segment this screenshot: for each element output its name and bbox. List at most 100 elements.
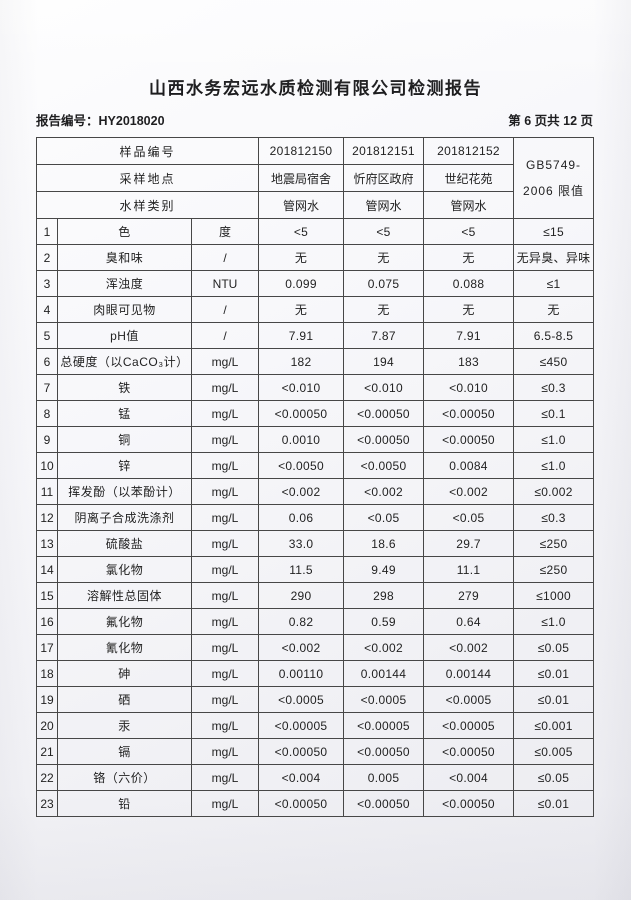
sample1-value: 0.099 (258, 270, 345, 297)
parameter-name: 挥发酚（以苯酚计） (57, 478, 192, 505)
sample3-value: <0.002 (423, 634, 515, 661)
limit-standard-line2: 2006 限值 (523, 184, 585, 198)
parameter-unit: mg/L (190, 348, 260, 375)
parameter-name: 镉 (57, 738, 192, 765)
sample1-value: <0.0050 (258, 452, 345, 479)
sample2-value: <0.00005 (343, 712, 425, 739)
row-index: 14 (36, 556, 58, 583)
table-row: 10 锌 mg/L <0.0050 <0.0050 0.0084 ≤1.0 (36, 452, 595, 479)
sample1-value: 182 (258, 348, 345, 375)
limit-value: ≤0.001 (513, 712, 595, 739)
limit-value: ≤0.01 (513, 660, 595, 687)
sample3-value: <0.00050 (423, 790, 515, 817)
parameter-unit: mg/L (190, 504, 260, 531)
row-index: 9 (36, 426, 58, 453)
location-label: 采样地点 (35, 164, 260, 192)
sample1-value: <0.00050 (258, 400, 345, 427)
sample2-value: <0.05 (343, 504, 425, 531)
limit-value: ≤0.3 (513, 504, 595, 531)
row-index: 17 (36, 634, 58, 661)
row-index: 10 (36, 452, 58, 479)
parameter-name: 溶解性总固体 (57, 582, 192, 609)
sample3-value: 无 (423, 244, 515, 271)
sample3-value: <0.00050 (423, 426, 515, 453)
parameter-name: 铁 (57, 374, 192, 401)
parameter-unit: mg/L (190, 738, 260, 765)
parameter-name: 铅 (57, 790, 192, 817)
sample1-value: <0.00005 (258, 712, 345, 739)
parameter-name: 硒 (57, 686, 192, 713)
parameter-name: 锰 (57, 400, 192, 427)
limit-value: ≤0.05 (513, 764, 595, 791)
table-row: 5 pH值 / 7.91 7.87 7.91 6.5-8.5 (36, 322, 595, 349)
sample-id-3: 201812152 (423, 137, 515, 165)
sample3-value: <5 (423, 218, 515, 245)
parameter-unit: 度 (190, 218, 260, 245)
row-index: 13 (36, 530, 58, 557)
sample2-value: 0.005 (343, 764, 425, 791)
parameter-unit: mg/L (190, 608, 260, 635)
parameter-unit: mg/L (190, 582, 260, 609)
sample1-value: <0.00050 (258, 790, 345, 817)
table-row: 21 镉 mg/L <0.00050 <0.00050 <0.00050 ≤0.… (36, 738, 595, 765)
parameter-unit: / (190, 244, 260, 271)
sample1-value: <0.002 (258, 478, 345, 505)
sample2-value: 0.075 (343, 270, 425, 297)
report-number: 报告编号：HY2018020 (36, 114, 165, 128)
table-row: 3 浑浊度 NTU 0.099 0.075 0.088 ≤1 (36, 270, 595, 297)
limit-value: ≤0.002 (513, 478, 595, 505)
table-row: 9 铜 mg/L 0.0010 <0.00050 <0.00050 ≤1.0 (36, 426, 595, 453)
sample2-value: <5 (343, 218, 425, 245)
parameter-name: 臭和味 (57, 244, 192, 271)
sample2-value: 298 (343, 582, 425, 609)
sample-id-2: 201812151 (343, 137, 425, 165)
parameter-unit: NTU (190, 270, 260, 297)
sample1-value: <0.00050 (258, 738, 345, 765)
sample1-value: <0.002 (258, 634, 345, 661)
sample3-value: <0.004 (423, 764, 515, 791)
parameter-unit: mg/L (190, 764, 260, 791)
limit-value: ≤250 (513, 556, 595, 583)
limit-value: 6.5-8.5 (513, 322, 595, 349)
limit-standard-header: GB5749- 2006 限值 (513, 137, 595, 219)
parameter-unit: mg/L (190, 452, 260, 479)
header-row-water-type: 水样类别 管网水 管网水 管网水 (35, 191, 594, 219)
sample1-value: 11.5 (258, 556, 345, 583)
parameter-unit: mg/L (190, 686, 260, 713)
parameter-name: pH值 (57, 322, 192, 349)
sample3-value: 0.088 (423, 270, 515, 297)
table-row: 4 肉眼可见物 / 无 无 无 无 (36, 296, 595, 323)
parameter-unit: mg/L (190, 660, 260, 687)
sample-id-label: 样品编号 (35, 137, 260, 165)
header-row-sample-id: 样品编号 201812150 201812151 201812152 GB574… (35, 137, 595, 219)
limit-value: ≤1.0 (513, 452, 595, 479)
sample2-value: <0.0050 (343, 452, 425, 479)
sample3-value: <0.00050 (423, 400, 515, 427)
limit-value: 无 (513, 296, 595, 323)
row-index: 3 (36, 270, 58, 297)
sample3-value: <0.00050 (423, 738, 515, 765)
sample2-value: 7.87 (343, 322, 425, 349)
sample2-value: 18.6 (343, 530, 425, 557)
sample2-value: 194 (343, 348, 425, 375)
parameter-unit: mg/L (190, 478, 260, 505)
sample3-value: 11.1 (423, 556, 515, 583)
limit-value: ≤0.005 (513, 738, 595, 765)
sample2-value: <0.002 (343, 634, 425, 661)
sample1-value: 无 (258, 296, 345, 323)
table-row: 2 臭和味 / 无 无 无 无异臭、异味 (36, 244, 595, 271)
row-index: 22 (36, 764, 58, 791)
table-row: 15 溶解性总固体 mg/L 290 298 279 ≤1000 (36, 582, 595, 609)
sample1-value: <0.0005 (258, 686, 345, 713)
sample1-value: 0.82 (258, 608, 345, 635)
table-row: 6 总硬度（以CaCO₃计） mg/L 182 194 183 ≤450 (36, 348, 595, 375)
parameter-name: 汞 (57, 712, 192, 739)
parameter-unit: mg/L (190, 530, 260, 557)
row-index: 1 (36, 218, 58, 245)
parameter-unit: mg/L (190, 556, 260, 583)
parameter-name: 阴离子合成洗涤剂 (57, 504, 192, 531)
row-index: 23 (36, 790, 58, 817)
sample1-value: 7.91 (258, 322, 345, 349)
sample3-value: 183 (423, 348, 515, 375)
